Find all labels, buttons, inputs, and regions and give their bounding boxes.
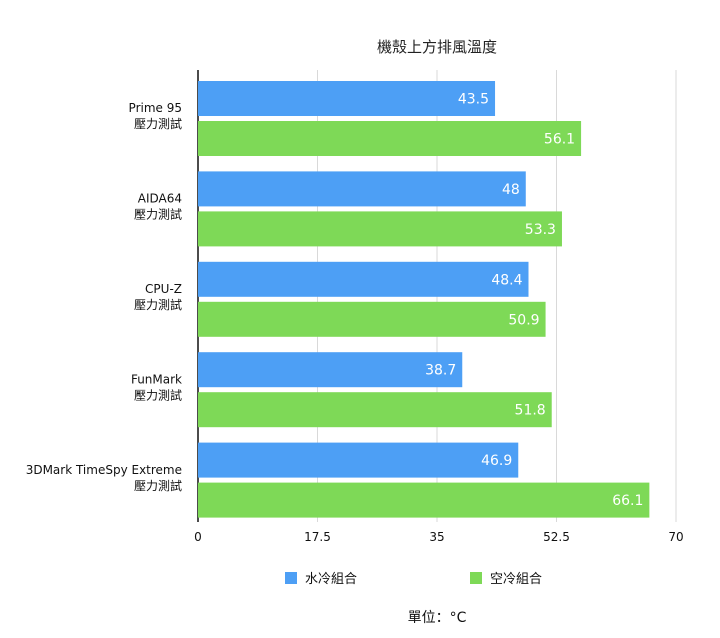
bar-value-label-s1-c3: 51.8: [515, 403, 546, 419]
category-label-4-line-0: 3DMark TimeSpy Extreme: [26, 463, 182, 477]
bar-value-label-s0-c4: 46.9: [481, 453, 512, 469]
legend-swatch-0: [285, 572, 297, 584]
bar-s1-c0: [198, 121, 582, 156]
bar-value-label-s0-c2: 48.4: [491, 272, 522, 288]
bar-value-label-s1-c1: 53.3: [525, 222, 556, 238]
chart-title: 機殼上方排風溫度: [377, 38, 497, 56]
bar-value-label-s0-c1: 48: [502, 182, 520, 198]
bar-s1-c3: [198, 392, 552, 428]
bars: [198, 81, 650, 518]
bar-s1-c1: [198, 211, 562, 247]
category-label-0-line-1: 壓力測試: [134, 116, 182, 131]
bar-s1-c4: [198, 482, 650, 518]
category-label-3-line-1: 壓力測試: [134, 387, 182, 402]
category-label-1-line-1: 壓力測試: [134, 207, 182, 222]
category-label-2-line-0: CPU-Z: [145, 282, 182, 296]
bar-s0-c1: [198, 171, 526, 207]
category-label-0-line-0: Prime 95: [129, 101, 182, 115]
x-tick-label-1: 17.5: [304, 530, 331, 544]
bar-value-label-s0-c3: 38.7: [425, 363, 456, 379]
bar-s0-c2: [198, 261, 529, 297]
category-label-3-line-0: FunMark: [131, 372, 182, 386]
bar-value-label-s1-c0: 56.1: [544, 132, 575, 148]
legend-label-0: 水冷組合: [305, 572, 357, 587]
bar-value-label-s1-c2: 50.9: [508, 312, 539, 328]
unit-label: 單位：°C: [408, 610, 467, 626]
category-label-4-line-1: 壓力測試: [134, 478, 182, 493]
bar-s0-c3: [198, 352, 463, 388]
x-tick-label-4: 70: [668, 530, 683, 544]
bar-s1-c2: [198, 301, 546, 337]
x-tick-label-2: 35: [429, 530, 444, 544]
legend-label-1: 空冷組合: [490, 572, 542, 587]
category-label-2-line-1: 壓力測試: [134, 297, 182, 312]
legend-swatch-1: [470, 572, 482, 584]
bar-s0-c4: [198, 442, 519, 478]
x-tick-label-0: 0: [194, 530, 202, 544]
bar-s0-c0: [198, 81, 496, 116]
category-label-1-line-0: AIDA64: [138, 192, 182, 206]
bar-value-label-s0-c0: 43.5: [458, 92, 489, 108]
x-tick-label-3: 52.5: [543, 530, 570, 544]
bar-value-label-s1-c4: 66.1: [612, 493, 643, 509]
legend: 水冷組合 空冷組合: [285, 572, 542, 587]
